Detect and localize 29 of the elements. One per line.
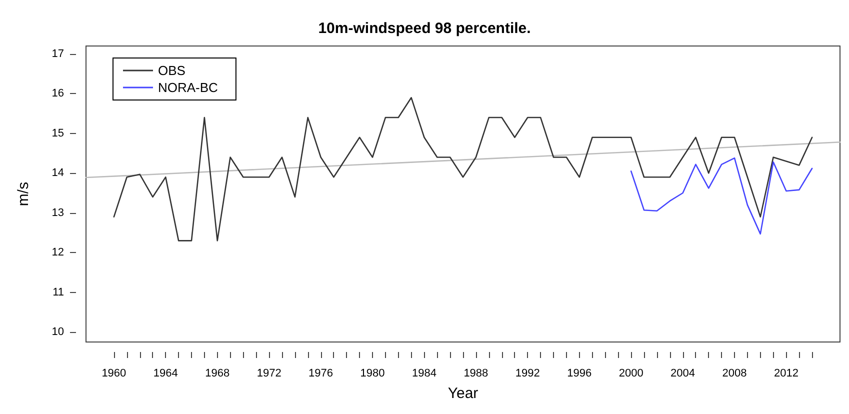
line-series bbox=[630, 157, 813, 235]
y-tick-label: 12 bbox=[52, 246, 64, 259]
x-tick-label: 2008 bbox=[722, 368, 747, 380]
x-tick-label: 1964 bbox=[153, 368, 178, 380]
line-series bbox=[113, 97, 813, 242]
x-tick-label: 1972 bbox=[256, 368, 282, 380]
legend-label: NORA-BC bbox=[158, 80, 218, 95]
y-tick-label: 16 bbox=[52, 88, 64, 100]
y-tick-label: 11 bbox=[52, 286, 64, 298]
x-axis-title: Year bbox=[448, 385, 478, 402]
x-tick-label: 1992 bbox=[515, 368, 540, 380]
legend-label: OBS bbox=[158, 63, 186, 78]
x-tick-label: 1980 bbox=[360, 368, 385, 380]
y-tick-label: 15 bbox=[52, 127, 64, 140]
chart-title: 10m-windspeed 98 percentile. bbox=[318, 20, 531, 37]
x-tick-label: 2012 bbox=[774, 368, 798, 380]
x-tick-label: 1988 bbox=[464, 368, 488, 380]
y-tick-label: 17 bbox=[52, 48, 64, 60]
y-tick-label: 13 bbox=[52, 206, 64, 219]
x-tick-label: 1968 bbox=[205, 368, 230, 380]
x-tick-label: 1960 bbox=[102, 368, 126, 380]
y-axis-title: m/s bbox=[15, 182, 32, 206]
x-tick-label: 1984 bbox=[412, 368, 436, 380]
y-tick-label: 14 bbox=[52, 167, 64, 180]
x-tick-label: 1996 bbox=[567, 368, 592, 380]
x-tick-label: 2000 bbox=[618, 368, 644, 380]
y-tick-label: 10 bbox=[52, 326, 64, 338]
x-tick-label: 2004 bbox=[670, 368, 696, 380]
x-tick-label: 1976 bbox=[308, 368, 334, 380]
